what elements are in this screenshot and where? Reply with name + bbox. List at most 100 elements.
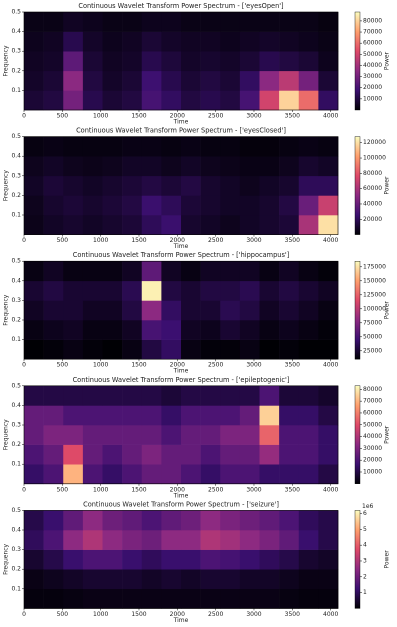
heat-cell (279, 90, 300, 111)
heat-cell (200, 569, 221, 590)
heat-cell (43, 510, 64, 531)
y-axis-label: Frequency (3, 45, 10, 76)
colorbar-tick-label: 50000 (363, 421, 382, 428)
heat-cell (279, 464, 300, 485)
x-tick-label: 4000 (323, 362, 338, 369)
heat-cell (181, 12, 201, 32)
heat-cell (239, 156, 260, 177)
heat-cell (318, 51, 339, 72)
heat-cell (141, 300, 162, 321)
heat-cell (318, 31, 339, 52)
y-tick-label: 0.3 (11, 422, 21, 429)
heat-cell (24, 549, 44, 570)
heat-cell (141, 31, 162, 52)
colorbar-tick-label: 80000 (363, 170, 382, 177)
heat-cell (220, 136, 241, 157)
heat-cell (279, 300, 300, 321)
heat-cell (181, 385, 201, 406)
heat-cell (298, 464, 319, 485)
heat-cell (279, 195, 300, 216)
heat-cell (279, 136, 300, 157)
heat-cell (181, 588, 201, 609)
plot-frame (23, 260, 339, 360)
heat-cell (259, 549, 280, 570)
heat-cell (239, 12, 260, 32)
heat-cell (43, 156, 64, 177)
x-tick-label: 2500 (208, 362, 223, 369)
heat-cell (102, 215, 123, 235)
heat-cell (239, 90, 260, 111)
heat-cell (259, 339, 280, 360)
heat-cell (200, 51, 221, 72)
heat-cell (239, 339, 260, 360)
heat-cell (43, 339, 64, 360)
y-tick-label: 0.4 (11, 402, 21, 409)
heat-cell (279, 569, 300, 590)
y-tick-label: 0.2 (11, 566, 21, 573)
heat-cell (298, 549, 319, 570)
heat-cell (82, 588, 103, 609)
heat-cell (161, 300, 182, 321)
heat-cell (279, 70, 300, 91)
y-tick-label: 0.4 (11, 153, 21, 160)
heat-cell (259, 51, 280, 72)
heat-cell (82, 530, 103, 550)
heat-cell (102, 588, 123, 609)
x-axis-label: Time (173, 492, 189, 499)
heat-cell (43, 425, 64, 445)
heat-cell (181, 549, 201, 570)
heat-cell (82, 569, 103, 590)
heat-cell (122, 90, 143, 111)
heat-cell (122, 339, 143, 360)
heat-cell (63, 156, 84, 177)
plot-frame (23, 385, 339, 485)
heat-cell (259, 405, 280, 426)
x-tick-label: 0 (22, 237, 26, 244)
heat-cell (259, 70, 280, 91)
heat-cell (279, 31, 300, 52)
heat-cell (161, 175, 182, 196)
heat-cell (259, 510, 280, 531)
colorbar-tick-label: 60000 (363, 40, 382, 47)
x-axis-label: Time (173, 617, 189, 624)
x-axis-label: Time (173, 243, 189, 250)
heat-cell (102, 444, 123, 465)
heat-cell (259, 464, 280, 485)
heat-cell (239, 405, 260, 426)
x-tick-label: 0 (22, 113, 26, 120)
heat-cell (122, 31, 143, 52)
x-tick-label: 4000 (323, 113, 338, 120)
heat-cell (279, 12, 300, 32)
colorbar-tick-label: 75000 (363, 319, 382, 326)
heat-cell (24, 215, 44, 235)
heat-cell (102, 12, 123, 32)
heat-cell (24, 425, 44, 445)
heat-cell (318, 425, 339, 445)
heat-cell (259, 261, 280, 282)
heat-cell (161, 510, 182, 531)
heat-cell (259, 90, 280, 111)
heat-cell (82, 12, 103, 32)
heat-cell (82, 261, 103, 282)
y-tick-label: 0.3 (11, 172, 21, 179)
heat-cell (141, 215, 162, 235)
colorbar (354, 261, 361, 360)
heat-cell (181, 156, 201, 177)
heat-cell (298, 569, 319, 590)
heat-cell (102, 569, 123, 590)
heat-cell (318, 215, 339, 235)
colorbar-tick-label: 2 (363, 573, 367, 580)
heat-cell (200, 385, 221, 406)
heat-cell (161, 530, 182, 550)
y-tick-label: 0.2 (11, 67, 21, 74)
heat-cell (24, 444, 44, 465)
heat-cell (200, 195, 221, 216)
heat-cell (122, 588, 143, 609)
heat-cell (82, 425, 103, 445)
heat-cell (239, 320, 260, 340)
x-tick-label: 1500 (131, 362, 146, 369)
heat-cell (298, 385, 319, 406)
heat-cell (82, 70, 103, 91)
heat-cell (82, 385, 103, 406)
colorbar-tick-label: 70000 (363, 398, 382, 405)
